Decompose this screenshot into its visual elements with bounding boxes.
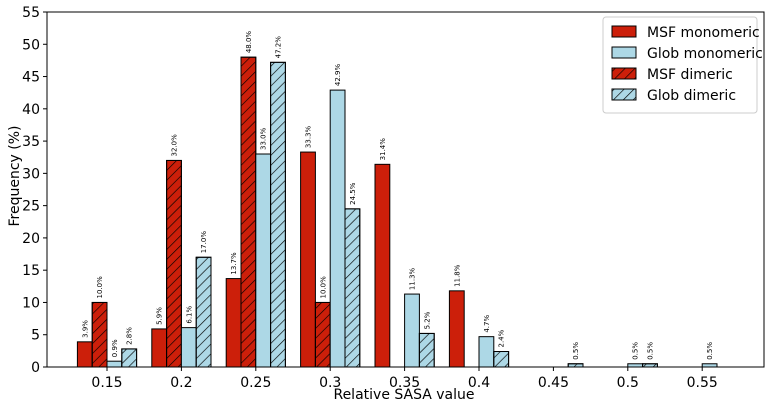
y-tick-label: 45	[22, 70, 40, 86]
plot-area: 3.9% 5.9% 13.7% 33.3% 31.4% 11.8% 10.0% 32.0% 48…	[22, 5, 765, 391]
bar-msf-monomeric-0.3	[300, 151, 316, 368]
x-tick-label: 0.25	[240, 375, 271, 391]
y-tick-label: 5	[31, 328, 40, 344]
legend-label-msf-dimeric: MSF dimeric	[647, 67, 733, 83]
legend: MSF monomeric Glob monomeric MSF dimeric Gl…	[602, 16, 763, 114]
y-tick-label: 30	[22, 166, 40, 182]
legend-swatch-hatch-msf-dimeric	[611, 67, 637, 80]
x-tick-label: 0.55	[687, 375, 718, 391]
bar-hatch-glob-dimeric-0.15	[121, 348, 138, 368]
bar-hatch-glob-dimeric-0.3	[344, 208, 361, 368]
data-label-glob-dimeric-0.45: 0.5%	[572, 342, 580, 360]
y-tick-label: 10	[22, 295, 40, 311]
data-label-glob-dimeric-0.25: 47.2%	[275, 36, 283, 59]
data-label-glob-monomeric-0.5: 0.5%	[632, 342, 640, 360]
data-label-msf-monomeric-0.35: 31.4%	[379, 138, 387, 161]
bar-hatch-glob-dimeric-0.4	[493, 351, 510, 368]
y-tick-label: 35	[22, 134, 40, 150]
bar-glob-monomeric-0.4	[478, 336, 495, 368]
data-label-glob-dimeric-0.5: 0.5%	[647, 342, 655, 360]
y-tick-label: 20	[22, 231, 40, 247]
bar-glob-monomeric-0.15	[106, 360, 123, 368]
legend-label-glob-dimeric: Glob dimeric	[647, 88, 736, 104]
bar-glob-monomeric-0.2	[180, 327, 197, 368]
bar-msf-monomeric-0.15	[76, 341, 93, 368]
x-tick-label: 0.15	[91, 375, 122, 391]
bar-hatch-glob-dimeric-0.25	[270, 61, 286, 368]
legend-swatch-glob-monomeric	[611, 46, 637, 59]
y-tick-label: 0	[31, 360, 40, 376]
y-tick-label: 15	[22, 263, 40, 279]
legend-swatch-hatch-glob-dimeric	[611, 88, 637, 101]
bar-hatch-msf-dimeric-0.2	[166, 159, 182, 368]
data-label-msf-monomeric-0.3: 33.3%	[305, 125, 313, 148]
data-label-glob-monomeric-0.2: 6.1%	[185, 305, 193, 323]
data-label-glob-monomeric-0.25: 33.0%	[260, 127, 268, 150]
data-label-glob-dimeric-0.3: 24.5%	[349, 182, 357, 205]
y-tick-label: 50	[22, 37, 40, 53]
x-tick-label: 0.5	[617, 375, 639, 391]
data-label-msf-dimeric-0.25: 48.0%	[245, 31, 253, 54]
data-label-msf-monomeric-0.2: 5.9%	[156, 307, 164, 325]
bar-msf-monomeric-0.35	[374, 163, 391, 368]
legend-box	[602, 16, 758, 114]
data-label-msf-monomeric-0.25: 13.7%	[230, 252, 238, 275]
x-tick-label: 0.45	[538, 375, 569, 391]
x-tick-label: 0.35	[389, 375, 420, 391]
bar-glob-monomeric-0.35	[404, 293, 420, 368]
data-label-glob-monomeric-0.55: 0.5%	[706, 342, 714, 360]
legend-swatch-msf-monomeric	[611, 25, 637, 38]
bar-hatch-glob-dimeric-0.2	[195, 256, 212, 368]
y-tick-label: 55	[22, 5, 40, 21]
bar-hatch-glob-dimeric-0.35	[418, 332, 435, 368]
legend-label-glob-monomeric: Glob monomeric	[647, 46, 763, 62]
y-tick-label: 25	[22, 199, 40, 215]
data-label-msf-dimeric-0.3: 10.0%	[319, 276, 327, 299]
data-label-msf-monomeric-0.15: 3.9%	[81, 320, 89, 338]
data-label-glob-monomeric-0.15: 0.9%	[111, 339, 119, 357]
data-label-glob-monomeric-0.3: 42.9%	[334, 64, 342, 87]
data-label-glob-monomeric-0.35: 11.3%	[409, 267, 417, 290]
x-axis-title: Relative SASA value	[333, 387, 474, 403]
data-label-glob-dimeric-0.4: 2.4%	[498, 329, 506, 347]
bar-hatch-msf-dimeric-0.15	[91, 301, 108, 368]
y-tick-label: 40	[22, 102, 40, 118]
plot-frame	[46, 11, 765, 368]
y-axis-title: Frequency (%)	[7, 125, 23, 226]
data-label-msf-monomeric-0.4: 11.8%	[453, 264, 461, 287]
data-label-msf-dimeric-0.2: 32.0%	[171, 134, 179, 157]
data-label-glob-monomeric-0.4: 4.7%	[483, 315, 491, 333]
bar-glob-monomeric-0.25	[255, 153, 272, 368]
bar-msf-monomeric-0.4	[448, 290, 465, 368]
bar-hatch-msf-dimeric-0.3	[314, 301, 331, 368]
data-label-glob-dimeric-0.35: 5.2%	[423, 311, 431, 329]
bar-hatch-msf-dimeric-0.25	[240, 56, 257, 368]
data-label-glob-dimeric-0.2: 17.0%	[200, 231, 208, 254]
data-label-msf-dimeric-0.15: 10.0%	[96, 276, 104, 299]
x-tick-label: 0.2	[170, 375, 192, 391]
x-tick-label: 0.4	[468, 375, 490, 391]
bar-msf-monomeric-0.25	[225, 278, 242, 368]
bar-glob-monomeric-0.3	[329, 89, 346, 368]
data-label-glob-dimeric-0.15: 2.8%	[126, 327, 134, 345]
bar-msf-monomeric-0.2	[151, 328, 168, 368]
legend-label-msf-monomeric: MSF monomeric	[647, 25, 760, 41]
x-tick-label: 0.3	[319, 375, 341, 391]
